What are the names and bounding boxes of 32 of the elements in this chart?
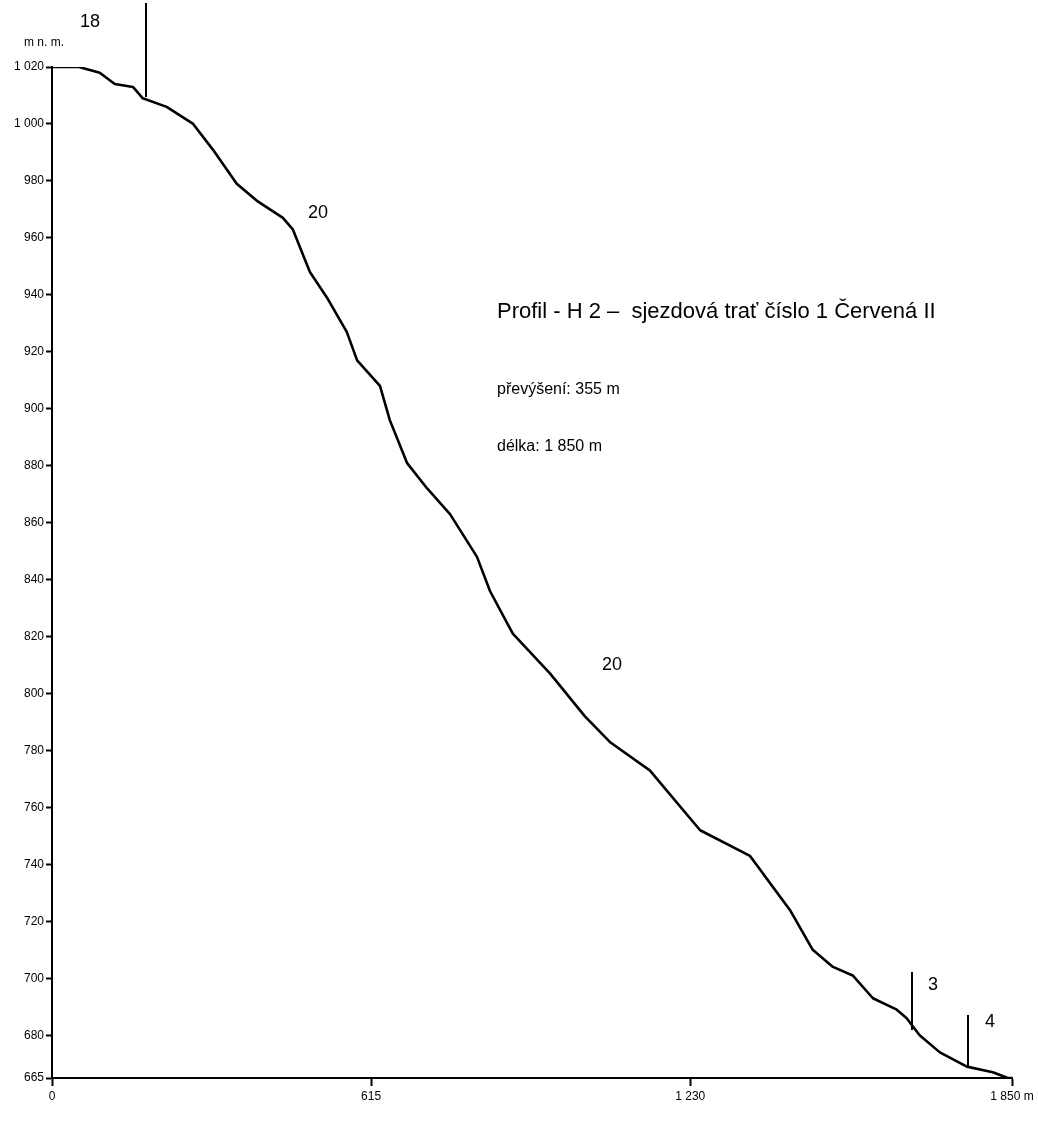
y-tick-label: 960 <box>23 230 45 245</box>
y-tick-label: 1 000 <box>13 116 45 131</box>
y-tick-label: 700 <box>23 970 45 985</box>
annotation: převýšení: 355 m <box>497 380 620 398</box>
y-tick-label: 680 <box>23 1027 45 1042</box>
y-tick-label: 940 <box>23 287 45 302</box>
y-tick-label: 760 <box>23 799 45 814</box>
y-tick-label: 840 <box>23 571 45 586</box>
annotation: 3 <box>927 973 939 994</box>
y-tick-label: 980 <box>23 173 45 188</box>
y-tick-label: 780 <box>23 742 45 757</box>
text: Profil - H 2 – sjezdová trať číslo 1 Červená II <box>497 298 936 324</box>
y-tick-label: 1 020 <box>13 59 45 74</box>
y-tick-label: 800 <box>23 685 45 700</box>
y-tick-label: 665 <box>23 1070 45 1085</box>
y-tick-label: 740 <box>23 856 45 871</box>
y-tick-label: 860 <box>23 514 45 529</box>
y-tick-label: 720 <box>23 913 45 928</box>
x-tick-label: 0 <box>48 1088 56 1103</box>
y-axis-title: m n. m. <box>23 35 65 50</box>
text: 18 <box>79 10 101 31</box>
x-tick-label: 615 <box>361 1088 382 1103</box>
annotation: 20 <box>307 201 329 222</box>
annotation: 4 <box>984 1010 996 1031</box>
x-tick-label: 1 230 <box>675 1088 706 1103</box>
y-tick-label: 920 <box>23 344 45 359</box>
annotation: délka: 1 850 m <box>497 437 602 455</box>
x-tick-label: 1 850 m <box>990 1088 1034 1103</box>
y-tick-label: 880 <box>23 458 45 473</box>
y-tick-label: 820 <box>23 628 45 643</box>
annotation: 20 <box>601 653 623 674</box>
y-tick-label: 900 <box>23 401 45 416</box>
